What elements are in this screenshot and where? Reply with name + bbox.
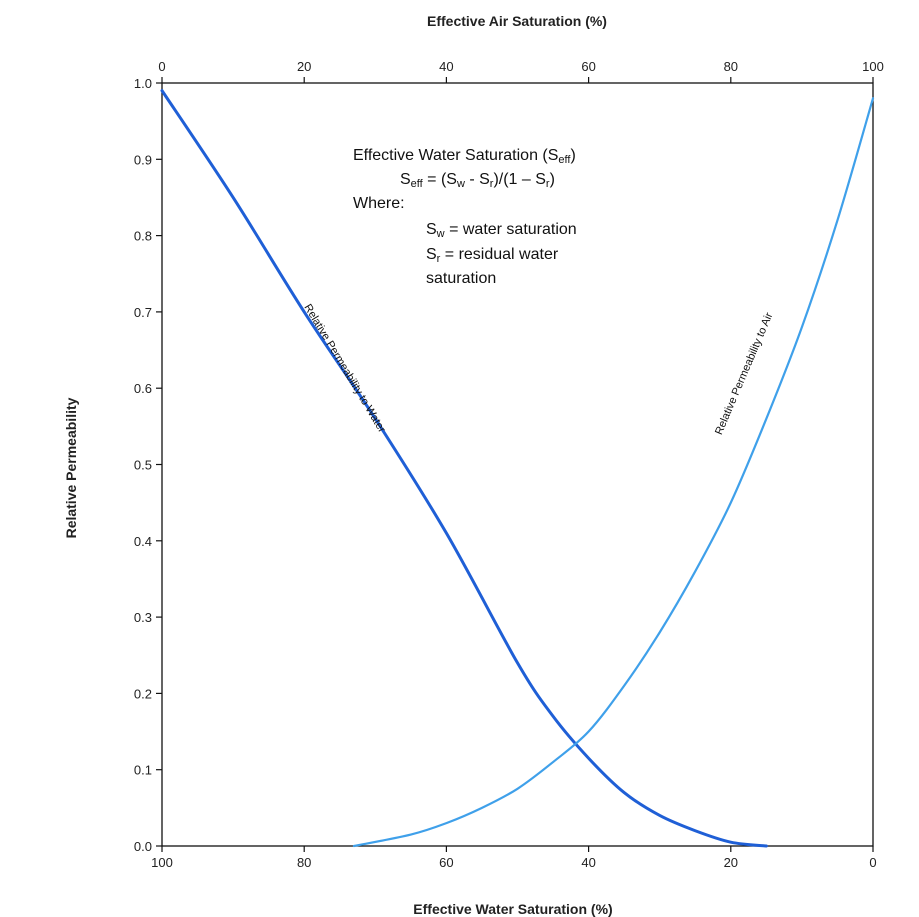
annotation-formula: Seff = (Sw - Sr)/(1 – Sr) (400, 171, 555, 190)
annotation-where: Where: (353, 195, 405, 212)
plot-frame (161, 82, 874, 847)
y-tick-label: 0.2 (134, 686, 152, 701)
top-tick-label: 60 (581, 59, 595, 74)
y-tick-label: 0.9 (134, 152, 152, 167)
annotation-heading: Effective Water Saturation (Seff) (353, 147, 576, 166)
bottom-tick-label: 40 (581, 855, 595, 870)
top-tick-label: 0 (158, 59, 165, 74)
water-curve-label: Relative Permeability to Water (301, 302, 387, 435)
ticks-layer: 0.0 0.1 0.2 0.3 0.4 0.5 0.6 0.7 0.8 0.9 1.0 100 80 60… (134, 59, 884, 870)
y-tick-label: 0.8 (134, 229, 152, 244)
annotation-def-sw: Sw = water saturation (426, 221, 577, 240)
top-tick-label: 100 (862, 59, 884, 74)
y-tick-label: 0.7 (134, 305, 152, 320)
bottom-tick-label: 20 (724, 855, 738, 870)
top-tick-label: 80 (724, 59, 738, 74)
bottom-tick-label: 60 (439, 855, 453, 870)
y-tick-label: 0.1 (134, 763, 152, 778)
bottom-tick-label: 100 (151, 855, 173, 870)
annotation-def-sr: Sr = residual water (426, 246, 559, 265)
y-tick-label: 1.0 (134, 76, 152, 91)
y-tick-label: 0.3 (134, 610, 152, 625)
y-tick-label: 0.4 (134, 534, 152, 549)
top-axis-title: Effective Air Saturation (%) (427, 13, 607, 29)
y-axis-title: Relative Permeability (63, 397, 79, 538)
y-tick-label: 0.6 (134, 381, 152, 396)
series-layer (160, 89, 875, 848)
annotation-def-sr-cont: saturation (426, 270, 496, 287)
formula-annotation: Effective Water Saturation (Seff) Seff =… (353, 147, 577, 287)
y-tick-label: 0.0 (134, 839, 152, 854)
bottom-axis-title: Effective Water Saturation (%) (413, 901, 612, 917)
top-tick-label: 20 (297, 59, 311, 74)
bottom-tick-label: 80 (297, 855, 311, 870)
top-tick-label: 40 (439, 59, 453, 74)
air-permeability-curve (352, 97, 875, 848)
bottom-tick-label: 0 (869, 855, 876, 870)
water-permeability-curve (160, 89, 768, 848)
y-tick-label: 0.5 (134, 458, 152, 473)
